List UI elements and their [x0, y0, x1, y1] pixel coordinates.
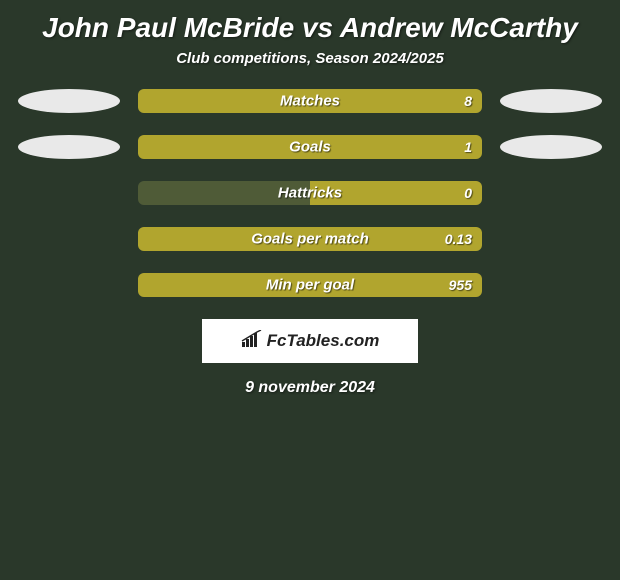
stat-label: Goals — [289, 139, 331, 156]
player-left-marker — [18, 135, 120, 159]
player-right-marker — [500, 89, 602, 113]
stat-row: Matches 8 — [0, 89, 620, 113]
stat-bar: Goals per match 0.13 — [138, 227, 482, 251]
date-line: 9 november 2024 — [0, 379, 620, 397]
stat-value-right: 955 — [449, 277, 472, 293]
stat-row: Goals per match 0.13 — [0, 227, 620, 251]
stat-value-right: 0.13 — [445, 231, 472, 247]
stat-label: Hattricks — [278, 185, 342, 202]
stat-row: Goals 1 — [0, 135, 620, 159]
stat-label: Min per goal — [266, 277, 354, 294]
stat-value-right: 8 — [464, 93, 472, 109]
stat-bar: Hattricks 0 — [138, 181, 482, 205]
brand-chart-icon — [241, 330, 263, 353]
stat-label: Goals per match — [251, 231, 369, 248]
stat-row: Hattricks 0 — [0, 181, 620, 205]
subtitle: Club competitions, Season 2024/2025 — [0, 50, 620, 89]
brand-box: FcTables.com — [202, 319, 418, 363]
stat-value-right: 0 — [464, 185, 472, 201]
stat-value-right: 1 — [464, 139, 472, 155]
stat-bar: Matches 8 — [138, 89, 482, 113]
stats-container: Matches 8 Goals 1 Hattricks 0 Goals per match 0… — [0, 89, 620, 297]
player-right-marker — [500, 135, 602, 159]
page-title: John Paul McBride vs Andrew McCarthy — [0, 0, 620, 50]
stat-bar: Goals 1 — [138, 135, 482, 159]
stat-label: Matches — [280, 93, 340, 110]
stat-bar: Min per goal 955 — [138, 273, 482, 297]
stat-row: Min per goal 955 — [0, 273, 620, 297]
brand-text: FcTables.com — [267, 331, 380, 351]
brand-label: FcTables.com — [241, 330, 380, 353]
player-left-marker — [18, 89, 120, 113]
